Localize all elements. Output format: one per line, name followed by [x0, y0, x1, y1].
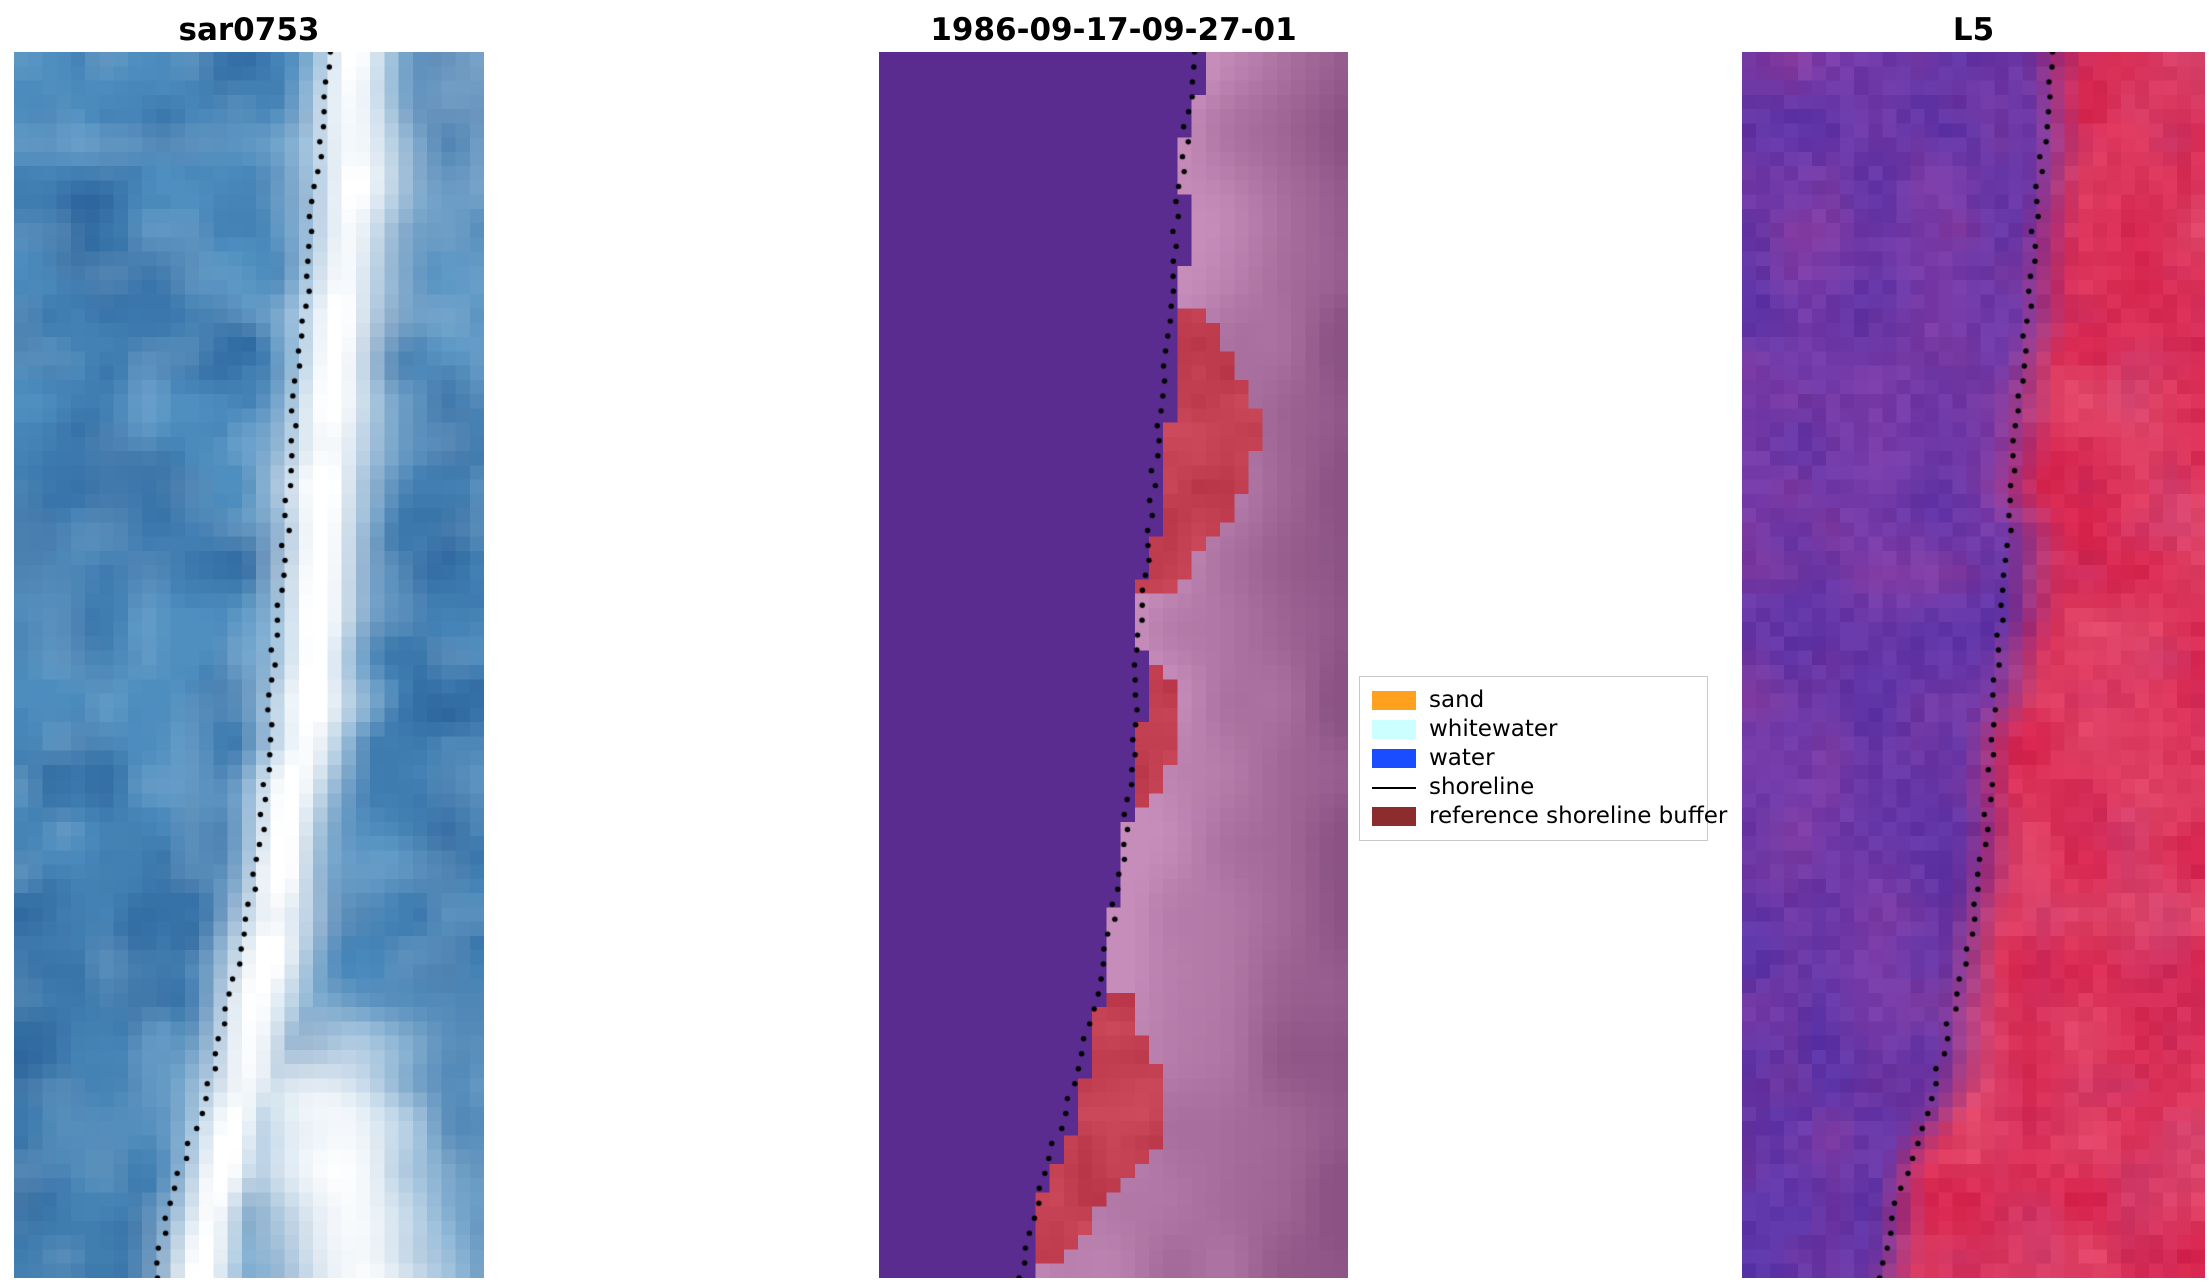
legend-label: reference shoreline buffer [1429, 803, 1728, 829]
panel-title-date: 1986-09-17-09-27-01 [930, 12, 1297, 48]
legend-label: water [1429, 745, 1495, 771]
legend-label: shoreline [1429, 774, 1535, 800]
legend-color-swatch [1372, 720, 1416, 739]
legend-label: whitewater [1429, 716, 1558, 742]
legend-item-whitewater: whitewater [1372, 715, 1695, 744]
legend-color-swatch [1372, 691, 1416, 710]
legend-item-shoreline: shoreline [1372, 773, 1695, 802]
panel-title-sar0753: sar0753 [178, 12, 320, 48]
legend-label: sand [1429, 687, 1485, 713]
panel-image-classified [879, 52, 1348, 1278]
panel-image-l5 [1742, 52, 2205, 1278]
legend-item-sand: sand [1372, 686, 1695, 715]
legend-color-swatch [1372, 749, 1416, 768]
legend-shoreline-line-swatch [1372, 786, 1416, 789]
legend-color-swatch [1372, 807, 1416, 826]
panel-title-l5: L5 [1952, 12, 1995, 48]
shoreline-dots-overlay-sar [14, 52, 484, 1278]
panel-image-sar0753 [14, 52, 484, 1278]
legend-item-water: water [1372, 744, 1695, 773]
legend-item-reference-shoreline-buffer: reference shoreline buffer [1372, 802, 1727, 831]
shoreline-dots-overlay-classified [879, 52, 1348, 1278]
legend-box: sand whitewater water shoreline reference sh… [1359, 676, 1727, 841]
shoreline-dots-overlay-l5 [1742, 52, 2205, 1278]
